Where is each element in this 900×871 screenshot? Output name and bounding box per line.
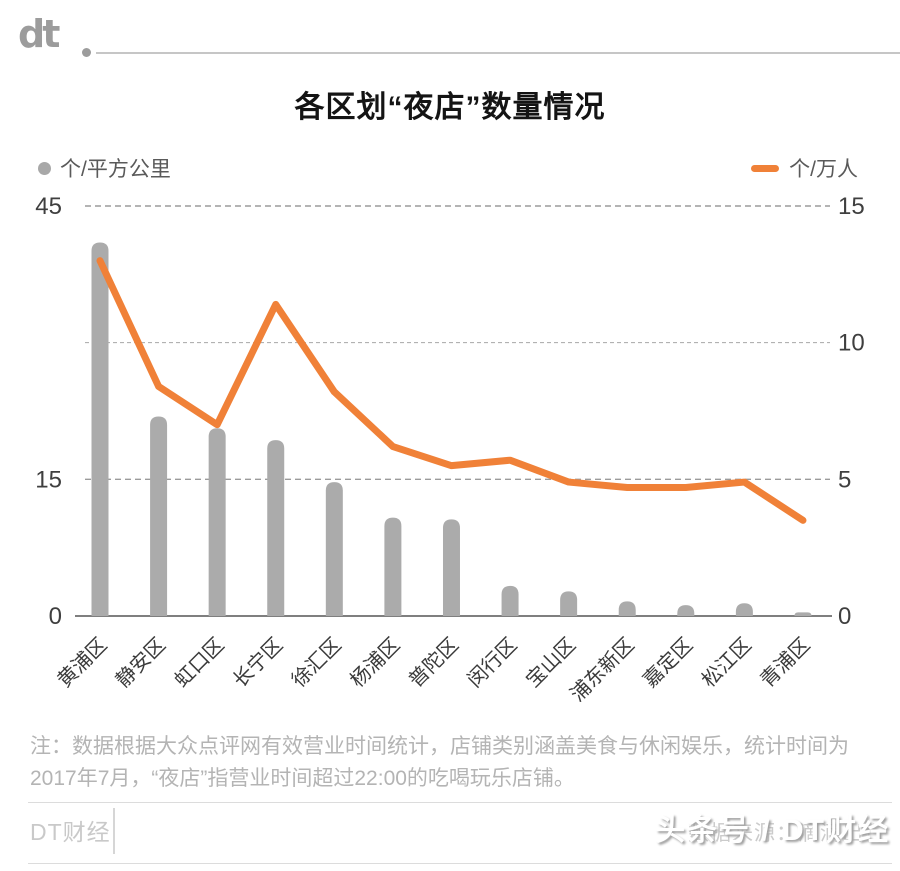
chart-canvas: 45 15 0 15 10 5 0 黄浦区 静安区 虹口区 长宁区 徐汇区 杨浦区 普陀区 闵行区 宝山区浦东… — [35, 193, 865, 706]
dt-logo-dot-icon — [82, 48, 91, 57]
footer-rule-bottom — [28, 863, 892, 864]
legend-bar-series: 个/平方公里 — [38, 153, 171, 183]
footnote-line-1: 注：数据根据大众点评网有效营业时间统计，店铺类别涵盖美食与休闲娱乐，统计时间为 — [30, 735, 849, 758]
category-label-长宁区: 长宁区 — [229, 633, 288, 692]
bar-浦东新区 — [618, 601, 636, 616]
right-axis-tick: 5 — [838, 466, 851, 493]
line-legend-label: 个/万人 — [789, 158, 858, 181]
line-series — [96, 257, 807, 524]
category-label-宝山区: 宝山区 — [521, 633, 580, 692]
legend-line-series: 个/万人 — [751, 153, 858, 183]
category-label-松江区: 松江区 — [697, 633, 756, 692]
category-label-静安区: 静安区 — [111, 633, 170, 692]
bar-静安区 — [150, 416, 168, 616]
right-axis-tick: 10 — [838, 330, 865, 357]
category-label-普陀区: 普陀区 — [404, 633, 463, 692]
left-axis-tick: 15 — [35, 466, 62, 493]
bar-杨浦区 — [384, 517, 402, 616]
bar-青浦区 — [794, 612, 812, 616]
data-source-watermark: 数据来源：滴滴出行 — [688, 822, 886, 845]
left-axis-tick: 0 — [49, 603, 62, 630]
right-axis-tick: 0 — [838, 603, 851, 630]
bar-legend-dot-icon — [38, 161, 51, 175]
bar-徐汇区 — [325, 482, 343, 616]
footer-divider — [113, 808, 115, 854]
category-label-黄浦区: 黄浦区 — [53, 633, 112, 692]
category-label-青浦区: 青浦区 — [756, 633, 815, 692]
line-legend-dash-icon — [751, 164, 780, 172]
dt-logo-text: dt — [18, 12, 60, 56]
category-label-浦东新区: 浦东新区 — [566, 633, 639, 706]
byline-watermark: 头条号 / DT财经 — [655, 814, 890, 847]
bar-嘉定区 — [677, 605, 695, 616]
footnote-line-2: 2017年7月，“夜店”指营业时间超过22:00的吃喝玩乐店铺。 — [30, 766, 575, 790]
bar-legend-label: 个/平方公里 — [60, 158, 171, 181]
category-label-杨浦区: 杨浦区 — [346, 633, 405, 692]
category-label-闵行区: 闵行区 — [463, 633, 522, 692]
footer-brand: DT财经 — [30, 819, 111, 845]
category-label-嘉定区: 嘉定区 — [639, 633, 698, 692]
dt-logo: dt — [18, 12, 900, 60]
category-label-徐汇区: 徐汇区 — [287, 633, 346, 692]
bar-普陀区 — [442, 519, 460, 616]
left-axis-tick: 45 — [35, 193, 62, 220]
page-title: 各区划“夜店”数量情况 — [294, 91, 606, 124]
bar-松江区 — [735, 603, 753, 616]
bar-宝山区 — [560, 591, 578, 616]
bar-闵行区 — [501, 585, 519, 616]
bar-虹口区 — [208, 428, 226, 616]
right-axis-tick: 15 — [838, 193, 865, 220]
bar-长宁区 — [267, 440, 285, 616]
footer-rule-top — [28, 802, 892, 803]
bar-黄浦区 — [91, 242, 109, 616]
footnote: 注：数据根据大众点评网有效营业时间统计，店铺类别涵盖美食与休闲娱乐，统计时间为 … — [30, 731, 880, 794]
header-rule — [96, 52, 900, 54]
category-label-虹口区: 虹口区 — [170, 633, 229, 692]
